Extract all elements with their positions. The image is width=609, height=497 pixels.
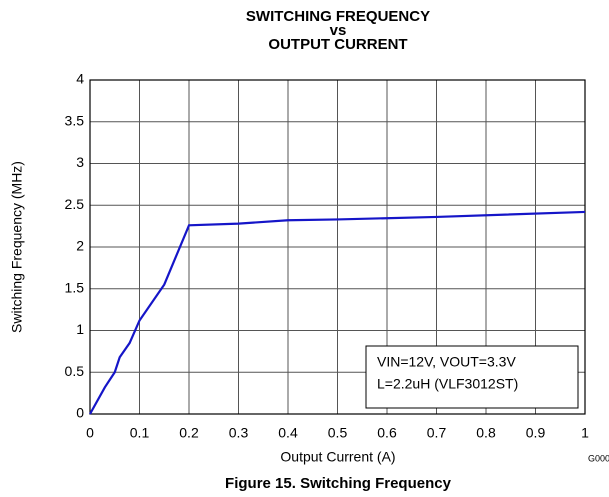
y-tick-label: 2.5 <box>65 196 85 212</box>
chart-title: vs <box>330 22 347 39</box>
x-tick-label: 0.6 <box>377 425 397 441</box>
x-tick-label: 0.1 <box>130 425 150 441</box>
x-tick-label: 0.2 <box>179 425 199 441</box>
x-tick-label: 0.8 <box>476 425 496 441</box>
plot-frame <box>89 79 586 415</box>
x-tick-label: 0.5 <box>328 425 348 441</box>
annotation: L=2.2uH (VLF3012ST) <box>377 376 518 392</box>
x-tick-label: 0.9 <box>526 425 546 441</box>
figure-code: G000 <box>588 453 609 463</box>
x-tick-label: 1 <box>581 425 589 441</box>
x-tick-label: 0.3 <box>229 425 249 441</box>
y-tick-label: 4 <box>76 71 84 87</box>
y-tick-label: 1 <box>76 321 84 337</box>
y-tick-label: 1.5 <box>65 279 85 295</box>
y-tick-label: 3.5 <box>65 112 85 128</box>
x-tick-label: 0.4 <box>278 425 298 441</box>
x-tick-label: 0.7 <box>427 425 447 441</box>
y-axis-label: Switching Frequency (MHz) <box>9 161 25 333</box>
y-tick-label: 2 <box>76 238 84 254</box>
x-tick-label: 0 <box>86 425 94 441</box>
annotation: VIN=12V, VOUT=3.3V <box>377 354 516 370</box>
data-line <box>89 210 586 415</box>
y-tick-label: 0 <box>76 405 84 421</box>
caption: Figure 15. Switching Frequency <box>225 475 452 492</box>
y-tick-label: 0.5 <box>65 363 85 379</box>
x-axis-label: Output Current (A) <box>280 449 395 465</box>
chart-title: SWITCHING FREQUENCY <box>246 8 430 25</box>
chart-title: OUTPUT CURRENT <box>268 36 407 53</box>
annotation-box <box>365 345 579 409</box>
y-tick-label: 3 <box>76 154 84 170</box>
